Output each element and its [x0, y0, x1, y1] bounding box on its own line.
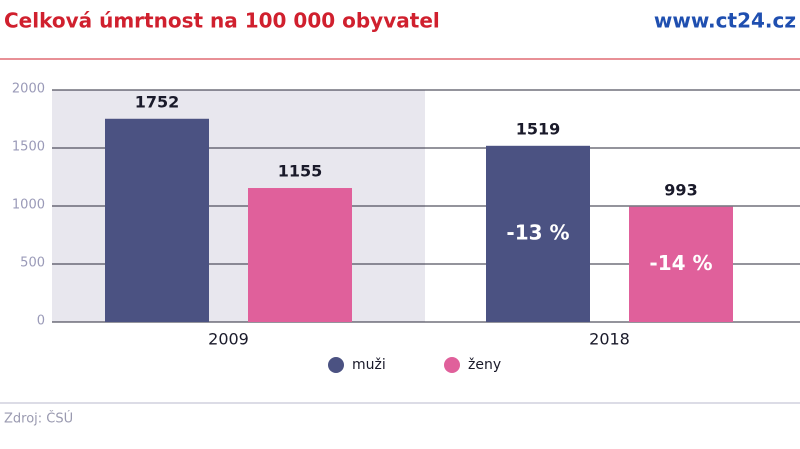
brand: www.ct24.cz [654, 9, 796, 33]
y-tick-label: 500 [20, 256, 45, 271]
change-label: -14 % [649, 251, 712, 275]
legend-swatch [328, 357, 344, 373]
data-label: 1519 [516, 119, 561, 138]
bar [248, 188, 352, 322]
legend-label: muži [352, 357, 386, 373]
source: Zdroj: ČSÚ [4, 411, 73, 427]
change-label: -13 % [506, 220, 569, 244]
legend-label: ženy [468, 357, 501, 373]
y-tick-label: 1500 [12, 140, 45, 155]
data-label: 993 [664, 180, 697, 199]
y-tick-label: 2000 [12, 82, 45, 97]
y-tick-label: 1000 [12, 198, 45, 213]
chart-title: Celková úmrtnost na 100 000 obyvatel [4, 9, 440, 33]
x-tick-label: 2018 [589, 330, 630, 349]
y-tick-label: 0 [37, 314, 45, 329]
x-tick-label: 2009 [208, 330, 249, 349]
bar [629, 206, 733, 322]
legend-swatch [444, 357, 460, 373]
data-label: 1752 [135, 92, 180, 111]
data-label: 1155 [278, 162, 323, 181]
bar [486, 145, 590, 322]
bar [105, 118, 209, 322]
